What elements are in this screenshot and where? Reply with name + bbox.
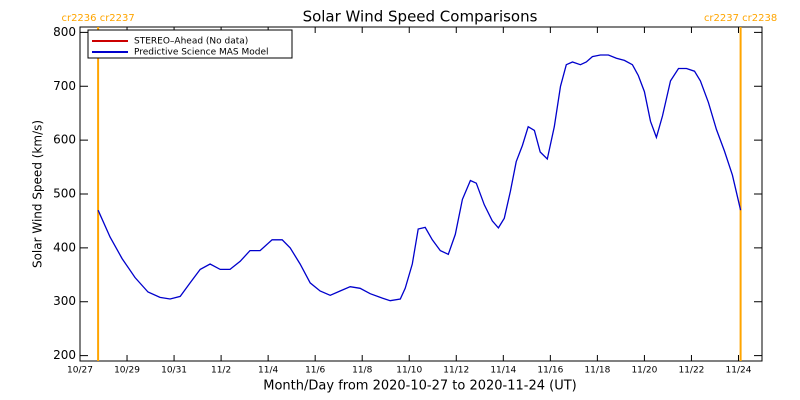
y-tick-label: 700 bbox=[53, 79, 76, 93]
x-tick-label: 11/12 bbox=[443, 366, 469, 376]
y-tick-label: 800 bbox=[53, 25, 76, 39]
x-tick-label: 11/14 bbox=[490, 366, 516, 376]
y-tick-label: 400 bbox=[53, 240, 76, 254]
x-tick-label: 11/8 bbox=[352, 366, 372, 376]
y-tick-label: 300 bbox=[53, 294, 76, 308]
chart-title: Solar Wind Speed Comparisons bbox=[303, 8, 538, 26]
x-tick-label: 11/16 bbox=[537, 366, 563, 376]
x-tick-label: 11/10 bbox=[396, 366, 422, 376]
y-tick-label: 600 bbox=[53, 133, 76, 147]
x-tick-label: 11/18 bbox=[584, 366, 610, 376]
x-tick-label: 11/20 bbox=[631, 366, 657, 376]
x-tick-label: 11/4 bbox=[258, 366, 278, 376]
x-tick-label: 10/31 bbox=[161, 366, 187, 376]
x-tick-label: 11/22 bbox=[678, 366, 704, 376]
x-tick-label: 11/24 bbox=[726, 366, 752, 376]
carrington-label: cr2236 cr2237 bbox=[61, 13, 134, 24]
x-tick-label: 10/27 bbox=[67, 366, 93, 376]
y-tick-label: 500 bbox=[53, 187, 76, 201]
y-axis-label: Solar Wind Speed (km/s) bbox=[31, 120, 45, 268]
x-tick-label: 11/2 bbox=[211, 366, 231, 376]
legend-label: Predictive Science MAS Model bbox=[134, 48, 269, 58]
series-line bbox=[97, 54, 742, 302]
x-tick-label: 10/29 bbox=[114, 366, 140, 376]
legend-label: STEREO–Ahead (No data) bbox=[134, 37, 248, 47]
x-tick-label: 11/6 bbox=[305, 366, 325, 376]
carrington-label: cr2237 cr2238 bbox=[704, 13, 777, 24]
x-axis-label: Month/Day from 2020-10-27 to 2020-11-24 … bbox=[263, 379, 576, 394]
y-tick-label: 200 bbox=[53, 348, 76, 362]
legend-box bbox=[87, 29, 293, 59]
